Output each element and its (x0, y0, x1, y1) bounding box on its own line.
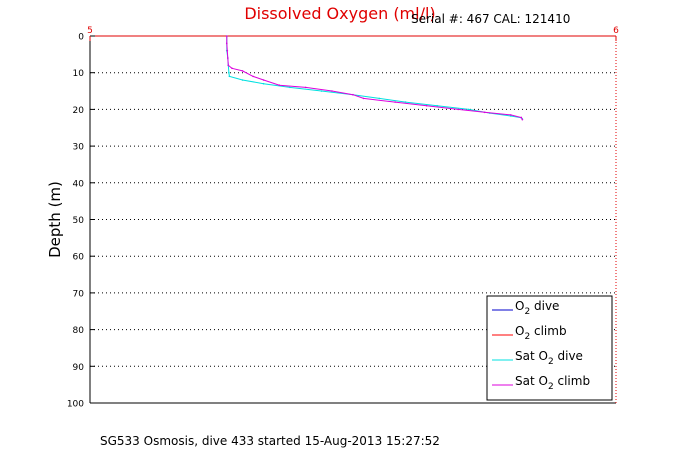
legend-label-rest: climb (554, 374, 590, 388)
data-point (483, 111, 486, 114)
data-point (228, 75, 231, 78)
data-point (425, 104, 428, 107)
legend-label-sub: 2 (524, 332, 530, 342)
data-point (404, 101, 407, 103)
y-axis-label: Depth (m) (46, 181, 64, 258)
data-point (278, 84, 281, 86)
y-tick-label: 0 (78, 33, 84, 43)
y-tick-label: 60 (73, 253, 85, 263)
data-point (467, 108, 470, 111)
data-point (289, 86, 291, 89)
data-point (262, 79, 265, 81)
legend-label-sub: 2 (548, 382, 554, 392)
data-point (331, 90, 333, 92)
chart-title: Dissolved Oxygen (ml/l) (244, 4, 435, 23)
data-point (228, 71, 230, 74)
y-tick-label: 90 (73, 363, 85, 373)
legend-label-rest: dive (530, 299, 559, 313)
legend-label: Sat O2 climb (515, 374, 590, 392)
data-point (521, 118, 524, 121)
data-point (510, 114, 512, 116)
y-tick-label: 40 (73, 179, 85, 189)
data-point (304, 86, 307, 89)
legend-label-rest: dive (554, 349, 583, 363)
legend-label-main: Sat O (515, 349, 548, 363)
data-point (378, 97, 381, 100)
data-point (362, 97, 365, 100)
data-point (520, 116, 523, 119)
y-tick-label: 20 (73, 106, 85, 116)
legend-label-sub: 2 (548, 357, 554, 367)
data-point (225, 35, 228, 37)
data-point (241, 79, 244, 81)
y-tick-label: 70 (73, 289, 85, 299)
legend-box (486, 295, 613, 401)
x-tick-label: 5 (87, 26, 93, 36)
legend-label-main: O (515, 324, 524, 338)
data-point (227, 57, 229, 59)
footer-text: SG533 Osmosis, dive 433 started 15-Aug-2… (100, 434, 440, 448)
y-tick-label: 30 (73, 143, 85, 153)
serial-cal-text: Serial #: 467 CAL: 121410 (411, 12, 570, 26)
legend-label: O2 climb (515, 324, 567, 342)
data-point (352, 93, 354, 96)
data-point (320, 90, 323, 92)
y-tick-label: 50 (73, 216, 85, 226)
data-point (226, 49, 229, 52)
y-tick-label: 100 (67, 400, 84, 410)
data-point (225, 42, 228, 45)
data-point (436, 104, 438, 107)
data-point (231, 67, 233, 70)
data-point (252, 75, 254, 78)
data-point (510, 115, 512, 117)
legend-label-main: O (515, 299, 524, 313)
legend-label: Sat O2 dive (515, 349, 583, 367)
legend-label-sub: 2 (524, 307, 530, 317)
data-point (262, 82, 265, 85)
x-tick-label: 6 (613, 26, 619, 36)
data-point (394, 101, 396, 103)
data-point (457, 108, 460, 111)
y-tick-label: 10 (73, 69, 85, 79)
data-point (241, 70, 244, 72)
y-tick-label: 80 (73, 326, 85, 336)
data-point (227, 64, 230, 67)
legend-label-rest: climb (530, 324, 566, 338)
legend-label: O2 dive (515, 299, 559, 317)
legend-label-main: Sat O (515, 374, 548, 388)
